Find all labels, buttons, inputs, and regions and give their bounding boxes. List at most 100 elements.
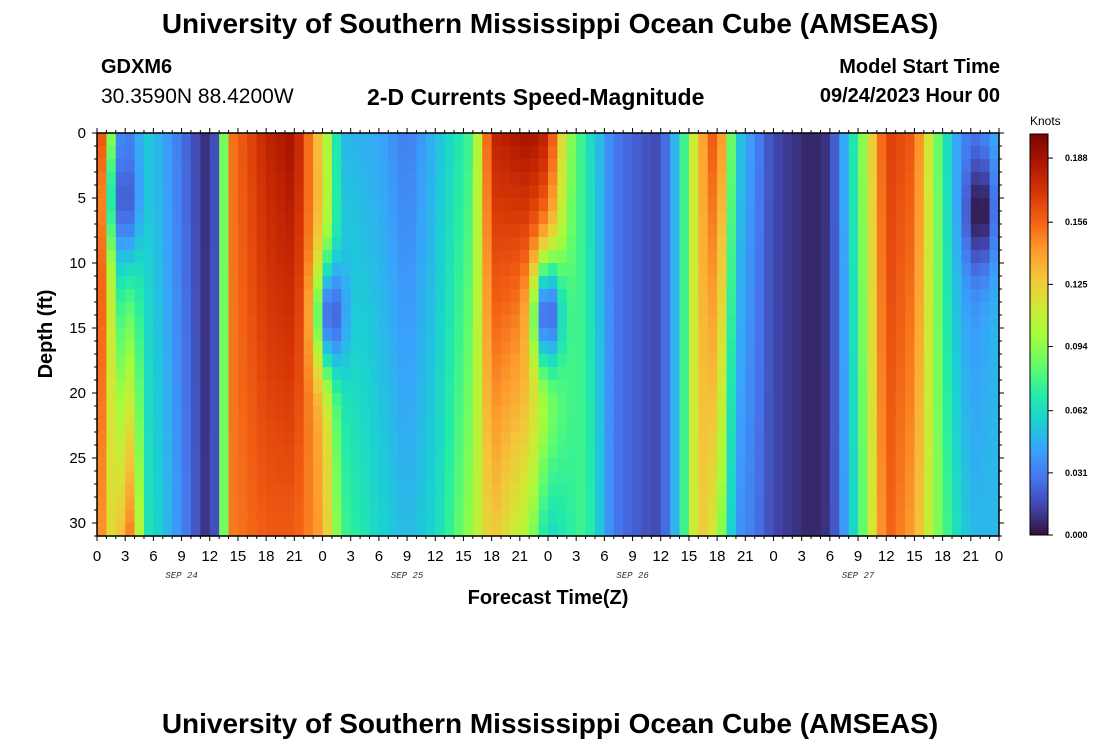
heatmap-cell bbox=[717, 367, 728, 381]
heatmap-cell bbox=[717, 276, 728, 290]
heatmap-cell bbox=[219, 406, 230, 420]
heatmap-cell bbox=[773, 432, 784, 446]
heatmap-cell bbox=[548, 198, 558, 212]
heatmap-cell bbox=[425, 211, 436, 225]
heatmap-cell bbox=[594, 432, 605, 446]
heatmap-cell bbox=[106, 237, 117, 251]
heatmap-cell bbox=[491, 211, 502, 225]
heatmap-cell bbox=[820, 471, 831, 485]
model-start-value: 09/24/2023 Hour 00 bbox=[819, 85, 1000, 107]
heatmap-cell bbox=[867, 302, 878, 316]
heatmap-cell bbox=[143, 289, 154, 303]
heatmap-cell bbox=[933, 133, 944, 147]
heatmap-cell bbox=[735, 211, 746, 225]
heatmap-cell bbox=[829, 211, 840, 225]
heatmap-cell bbox=[331, 315, 342, 329]
heatmap-cell bbox=[942, 354, 953, 368]
heatmap-cell bbox=[820, 185, 831, 199]
heatmap-cell bbox=[548, 497, 558, 511]
heatmap-cell bbox=[811, 159, 822, 173]
heatmap-cell bbox=[839, 315, 850, 329]
heatmap-cell bbox=[623, 237, 634, 251]
heatmap-cell bbox=[275, 185, 286, 199]
heatmap-cell bbox=[773, 471, 784, 485]
heatmap-cell bbox=[670, 172, 681, 186]
heatmap-cell bbox=[181, 523, 192, 537]
heatmap-cell bbox=[651, 432, 662, 446]
heatmap-cell bbox=[848, 393, 859, 407]
heatmap-cell bbox=[557, 341, 568, 355]
heatmap-cell bbox=[294, 497, 305, 511]
heatmap-cell bbox=[632, 198, 643, 212]
heatmap-cell bbox=[886, 523, 897, 537]
heatmap-cell bbox=[688, 276, 699, 290]
heatmap-cell bbox=[313, 367, 324, 381]
heatmap-cell bbox=[557, 185, 568, 199]
heatmap-cell bbox=[501, 523, 512, 537]
heatmap-cell bbox=[266, 263, 277, 277]
heatmap-cell bbox=[463, 133, 474, 147]
heatmap-cell bbox=[416, 432, 427, 446]
heatmap-cell bbox=[557, 328, 568, 342]
heatmap-cell bbox=[341, 198, 352, 212]
heatmap-cell bbox=[237, 198, 248, 212]
heatmap-cell bbox=[482, 328, 493, 342]
heatmap-cell bbox=[331, 484, 342, 498]
heatmap-cell bbox=[933, 380, 944, 394]
heatmap-cell bbox=[125, 198, 136, 212]
heatmap-cell bbox=[641, 458, 652, 472]
heatmap-cell bbox=[143, 367, 154, 381]
heatmap-cell bbox=[886, 380, 897, 394]
heatmap-cell bbox=[989, 146, 1000, 160]
heatmap-cell bbox=[820, 341, 831, 355]
heatmap-cell bbox=[125, 276, 136, 290]
heatmap-cell bbox=[970, 341, 981, 355]
heatmap-cell bbox=[538, 263, 549, 277]
heatmap-cell bbox=[378, 302, 389, 316]
heatmap-cell bbox=[905, 250, 916, 264]
heatmap-cell bbox=[228, 146, 239, 160]
heatmap-cell bbox=[886, 406, 897, 420]
heatmap-cell bbox=[322, 484, 333, 498]
heatmap-cell bbox=[576, 393, 587, 407]
heatmap-cell bbox=[933, 263, 944, 277]
heatmap-cell bbox=[416, 302, 427, 316]
heatmap-cell bbox=[548, 419, 558, 433]
heatmap-cell bbox=[228, 367, 239, 381]
heatmap-cell bbox=[829, 380, 840, 394]
heatmap-cell bbox=[613, 172, 624, 186]
heatmap-cell bbox=[397, 302, 408, 316]
heatmap-cell bbox=[745, 133, 756, 147]
heatmap-cell bbox=[961, 250, 972, 264]
heatmap-cell bbox=[867, 510, 878, 524]
heatmap-cell bbox=[247, 484, 258, 498]
heatmap-cell bbox=[284, 471, 295, 485]
heatmap-cell bbox=[106, 263, 117, 277]
heatmap-cell bbox=[670, 367, 681, 381]
heatmap-cell bbox=[942, 315, 953, 329]
heatmap-cell bbox=[407, 133, 418, 147]
heatmap-cell bbox=[717, 328, 728, 342]
heatmap-cell bbox=[604, 237, 615, 251]
heatmap-cell bbox=[670, 250, 681, 264]
heatmap-cell bbox=[801, 406, 812, 420]
heatmap-cell bbox=[115, 289, 126, 303]
heatmap-cell bbox=[566, 237, 577, 251]
heatmap-cell bbox=[388, 393, 399, 407]
heatmap-cell bbox=[764, 211, 775, 225]
heatmap-cell bbox=[989, 445, 1000, 459]
heatmap-cell bbox=[923, 445, 934, 459]
heatmap-cell bbox=[980, 133, 991, 147]
heatmap-cell bbox=[125, 328, 136, 342]
heatmap-cell bbox=[632, 302, 643, 316]
heatmap-cell bbox=[923, 367, 934, 381]
heatmap-cell bbox=[463, 458, 474, 472]
heatmap-cell bbox=[115, 484, 126, 498]
heatmap-cell bbox=[463, 484, 474, 498]
heatmap-cell bbox=[425, 159, 436, 173]
heatmap-cell bbox=[613, 471, 624, 485]
heatmap-cell bbox=[97, 185, 107, 199]
heatmap-cell bbox=[294, 328, 305, 342]
heatmap-cell bbox=[143, 484, 154, 498]
heatmap-cell bbox=[989, 315, 1000, 329]
